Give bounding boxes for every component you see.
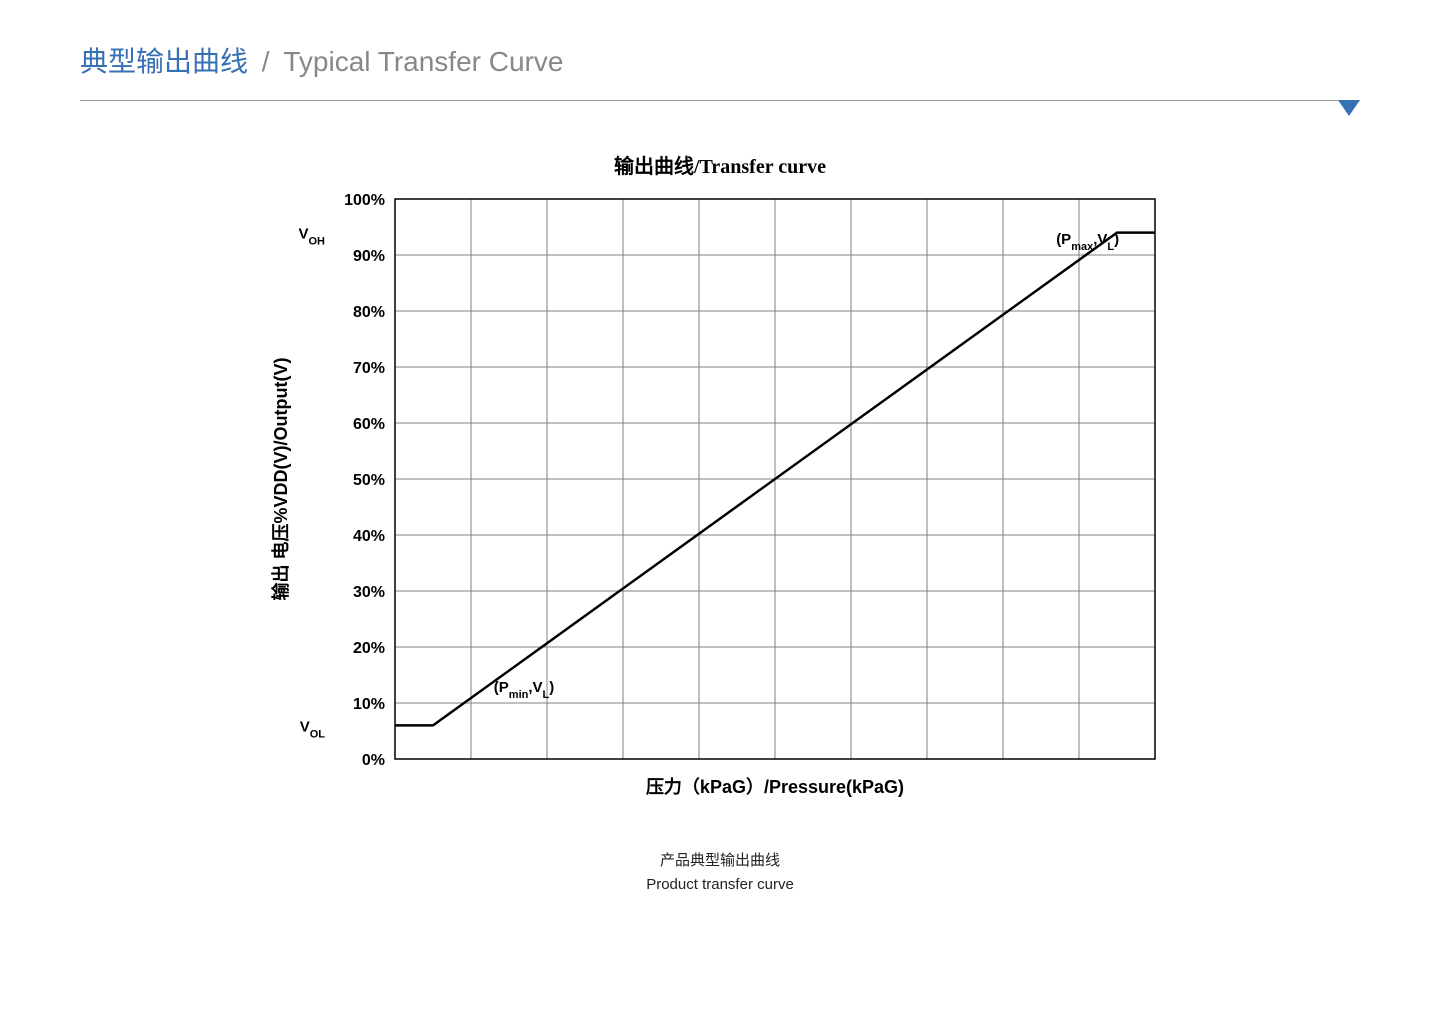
svg-text:VOH: VOH <box>298 226 325 248</box>
section-heading: 典型输出曲线 / Typical Transfer Curve <box>80 40 1360 80</box>
svg-text:60%: 60% <box>353 416 385 433</box>
chart-captions: 产品典型输出曲线 Product transfer curve <box>80 849 1360 893</box>
svg-text:70%: 70% <box>353 360 385 377</box>
svg-text:100%: 100% <box>344 192 385 209</box>
caption-cn: 产品典型输出曲线 <box>80 849 1360 870</box>
heading-en: Typical Transfer Curve <box>283 46 563 77</box>
svg-text:压力（kPaG）/Pressure(kPaG): 压力（kPaG）/Pressure(kPaG) <box>646 777 904 797</box>
svg-text:10%: 10% <box>353 696 385 713</box>
divider <box>80 100 1360 120</box>
svg-text:30%: 30% <box>353 584 385 601</box>
svg-text:20%: 20% <box>353 640 385 657</box>
svg-text:90%: 90% <box>353 248 385 265</box>
svg-text:VOL: VOL <box>300 718 326 740</box>
chart-container: 输出曲线/Transfer curve 0% 10% 20% 30% 40% 50% 60%… <box>260 150 1180 819</box>
divider-line <box>80 100 1360 101</box>
svg-text:0%: 0% <box>362 752 385 769</box>
divider-triangle-icon <box>1338 100 1360 116</box>
svg-text:80%: 80% <box>353 304 385 321</box>
svg-text:输出 电压%VDD(V)/Output(V): 输出 电压%VDD(V)/Output(V) <box>270 358 291 601</box>
chart-title: 输出曲线/Transfer curve <box>260 150 1180 179</box>
caption-en: Product transfer curve <box>80 876 1360 893</box>
heading-sep: / <box>262 46 270 77</box>
svg-text:40%: 40% <box>353 528 385 545</box>
transfer-curve-chart: 0% 10% 20% 30% 40% 50% 60% 70% 80% 90% 100% VOH VOL 输… <box>265 189 1175 819</box>
svg-text:50%: 50% <box>353 472 385 489</box>
heading-cn: 典型输出曲线 <box>80 46 248 77</box>
